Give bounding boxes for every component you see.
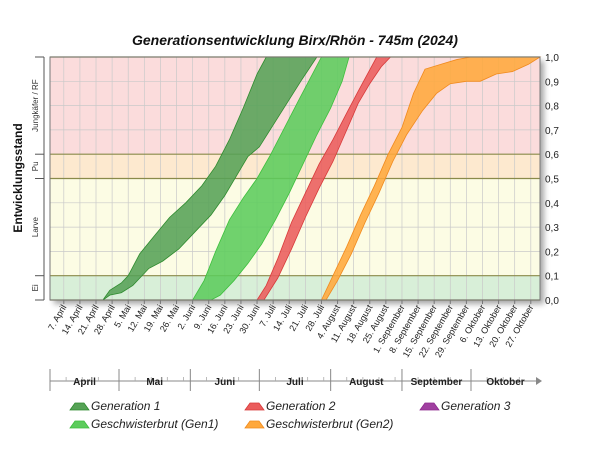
month-label: Oktober	[486, 377, 524, 388]
month-label: Juni	[215, 377, 236, 388]
legend-swatch	[69, 420, 90, 429]
series-band	[102, 56, 318, 301]
y-tick-label: 0,3	[545, 223, 559, 234]
legend-label: Generation 3	[441, 399, 511, 413]
y-tick-label: 0,0	[545, 296, 559, 307]
series-band	[320, 56, 542, 301]
y-tick-label: 0,5	[545, 175, 559, 186]
y-tick-label: 0,9	[545, 77, 559, 88]
month-label: August	[349, 377, 384, 388]
legend-swatch	[244, 420, 265, 429]
y-tick-label: 0,7	[545, 126, 559, 137]
month-label: April	[73, 377, 96, 388]
legend-swatch	[419, 402, 440, 411]
y-tick-label: 1,0	[545, 53, 559, 64]
stage-label: Jungkäfer / RF	[31, 79, 40, 132]
legend-swatch	[244, 402, 265, 411]
y-tick-label: 0,6	[545, 150, 559, 161]
legend-label: Geschwisterbrut (Gen2)	[266, 417, 393, 431]
legend-label: Generation 2	[266, 399, 336, 413]
month-label: Juli	[286, 377, 303, 388]
stage-label: Ei	[31, 284, 40, 291]
plot-frame	[49, 56, 541, 301]
y-tick-label: 0,1	[545, 272, 559, 283]
y-axis-label: Entwicklungsstand	[11, 123, 25, 232]
y-tick-label: 0,4	[545, 199, 559, 210]
y-tick-label: 0,2	[545, 247, 559, 258]
month-label: September	[411, 377, 463, 388]
stage-label: Pu	[31, 161, 40, 171]
stage-label: Larve	[31, 217, 40, 238]
legend-label: Generation 1	[91, 399, 160, 413]
y-tick-label: 0,8	[545, 102, 559, 113]
legend-label: Geschwisterbrut (Gen1)	[91, 417, 218, 431]
chart-title: Generationsentwicklung Birx/Rhön - 745m …	[132, 32, 458, 48]
series-band	[191, 56, 350, 301]
month-label: Mai	[146, 377, 163, 388]
month-axis-arrow	[536, 377, 542, 385]
legend-swatch	[69, 402, 90, 411]
